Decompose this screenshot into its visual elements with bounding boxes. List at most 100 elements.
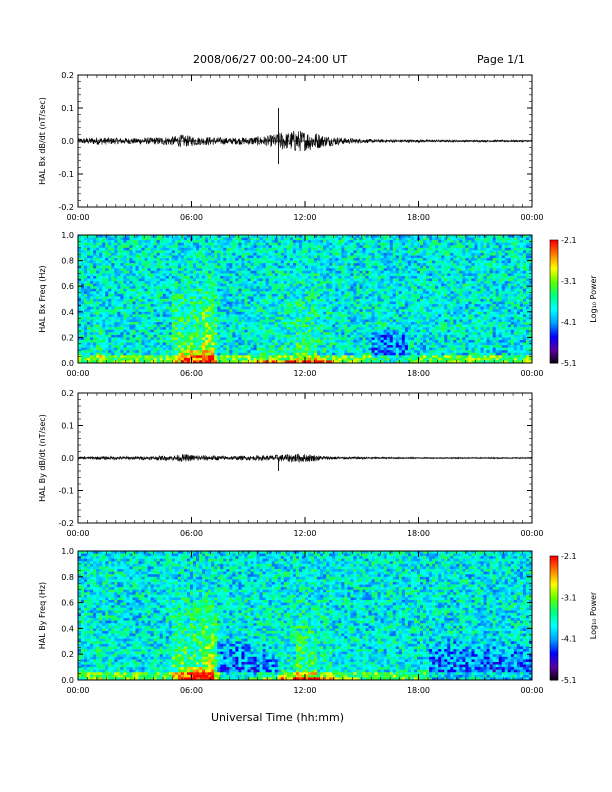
spectrogram-cell	[132, 342, 136, 346]
spectrogram-cell	[165, 345, 170, 349]
spectrogram-cell	[153, 311, 158, 315]
spectrogram-cell	[102, 281, 106, 285]
spectrogram-cell	[289, 350, 294, 354]
spectrogram-cell	[274, 299, 279, 302]
spectrogram-cell	[223, 327, 227, 331]
spectrogram-cell	[353, 301, 357, 305]
spectrogram-cell	[81, 288, 85, 292]
spectrogram-cell	[126, 270, 130, 274]
spectrogram-cell	[295, 319, 300, 323]
spectrogram-cell	[253, 337, 257, 341]
spectrogram-cell	[120, 265, 124, 269]
spectrogram-cell	[305, 293, 309, 297]
spectrogram-cell	[344, 270, 348, 274]
spectrogram-cell	[211, 314, 215, 318]
spectrogram-cell	[135, 288, 139, 292]
spectrogram-cell	[311, 319, 315, 323]
spectrogram-cell	[199, 337, 203, 341]
spectrogram-cell	[177, 252, 182, 256]
spectrogram-cell	[117, 281, 121, 285]
spectrogram-cell	[117, 352, 121, 356]
spectrogram-cell	[132, 324, 136, 328]
spectrogram-cell	[183, 311, 188, 315]
spectrogram-cell	[235, 245, 239, 249]
spectrogram-cell	[90, 273, 94, 277]
spectrogram-cell	[335, 332, 339, 336]
spectrogram-cell	[150, 242, 155, 246]
spectrogram-cell	[129, 334, 133, 338]
spectrogram-cell	[129, 329, 133, 333]
spectrogram-cell	[114, 352, 118, 356]
spectrogram-cell	[132, 306, 136, 310]
spectrogram-cell	[150, 345, 155, 349]
spectrogram-cell	[341, 242, 345, 246]
spectrogram-cell	[189, 255, 194, 259]
spectrogram-cell	[165, 339, 170, 343]
spectrogram-cell	[286, 314, 291, 318]
spectrogram-cell	[320, 342, 324, 346]
spectrogram-cell	[196, 304, 200, 308]
spectrogram-cell	[189, 324, 194, 328]
spectrogram-cell	[102, 337, 106, 341]
spectrogram-cell	[250, 270, 254, 274]
spectrogram-cell	[335, 304, 339, 308]
spectrogram-cell	[259, 278, 264, 282]
spectrogram-cell	[268, 342, 273, 346]
spectrogram-cell	[132, 235, 136, 238]
spectrogram-cell	[202, 324, 206, 328]
spectrogram-cell	[193, 283, 197, 287]
spectrogram-cell	[223, 357, 227, 361]
spectrogram-cell	[93, 240, 97, 244]
spectrogram-cell	[274, 293, 279, 297]
spectrogram-cell	[180, 306, 185, 310]
spectrogram-cell	[289, 270, 294, 274]
spectrogram-cell	[162, 293, 167, 297]
spectrogram-cell	[311, 255, 315, 259]
spectrogram-cell	[189, 278, 194, 282]
spectrogram-cell	[271, 347, 276, 351]
spectrogram-cell	[283, 334, 288, 338]
spectrogram-cell	[183, 278, 188, 282]
spectrogram-cell	[123, 273, 127, 277]
spectrogram-cell	[129, 296, 133, 300]
spectrogram-cell	[186, 339, 191, 343]
spectrogram-cell	[295, 252, 300, 256]
spectrogram-cell	[138, 291, 142, 295]
spectrogram-cell	[199, 258, 203, 261]
spectrogram-cell	[262, 296, 267, 300]
spectrogram-cell	[332, 357, 336, 361]
spectrogram-cell	[132, 255, 136, 259]
spectrogram-cell	[305, 255, 309, 259]
spectrogram-cell	[132, 339, 136, 343]
spectrogram-cell	[244, 250, 248, 254]
spectrogram-cell	[305, 347, 309, 351]
spectrogram-cell	[126, 252, 130, 256]
spectrogram-cell	[344, 260, 348, 264]
spectrogram-cell	[199, 357, 203, 361]
spectrogram-cell	[120, 332, 124, 336]
spectrogram-cell	[84, 293, 88, 297]
spectrogram-cell	[292, 242, 297, 246]
spectrogram-cell	[217, 293, 221, 297]
spectrogram-cell	[344, 281, 348, 285]
spectrogram-cell	[193, 301, 197, 305]
spectrogram-cell	[320, 337, 324, 341]
spectrogram-cell	[214, 329, 218, 333]
spectrogram-cell	[153, 299, 158, 302]
spectrogram-cell	[274, 255, 279, 259]
spectrogram-cell	[211, 322, 215, 325]
spectrogram-cell	[280, 268, 285, 272]
spectrogram-cell	[256, 258, 260, 261]
spectrogram-cell	[87, 237, 91, 241]
spectrogram-cell	[214, 281, 218, 285]
spectrogram-cell	[317, 347, 321, 351]
spectrogram-cell	[144, 263, 149, 267]
spectrogram-cell	[305, 247, 309, 251]
spectrogram-cell	[111, 332, 115, 336]
spectrogram-cell	[253, 339, 257, 343]
spectrogram-cell	[174, 275, 179, 279]
spectrogram-cell	[259, 242, 264, 246]
spectrogram-cell	[193, 291, 197, 295]
spectrogram-cell	[126, 304, 130, 308]
spectrogram-cell	[129, 242, 133, 246]
